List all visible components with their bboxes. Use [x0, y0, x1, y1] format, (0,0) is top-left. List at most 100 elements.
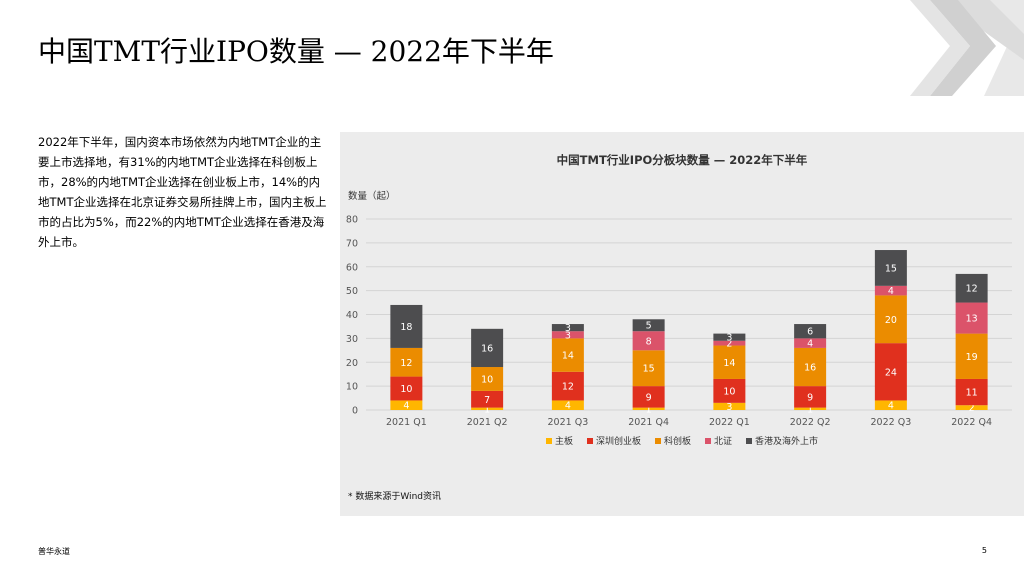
bar-segment	[874, 343, 907, 401]
bar-segment	[390, 304, 423, 348]
data-label: 3	[565, 330, 571, 341]
y-tick-label: 70	[346, 238, 358, 249]
data-label: 1	[807, 404, 813, 415]
bar-segment	[551, 324, 584, 332]
data-label: 8	[646, 336, 652, 347]
data-label: 16	[481, 343, 493, 354]
bar-segment	[471, 390, 504, 408]
data-label: 18	[400, 322, 412, 333]
bar-segment	[632, 407, 665, 410]
chart-title: 中国TMT行业IPO分板块数量 — 2022年下半年	[556, 153, 808, 167]
bar-segment	[632, 319, 665, 332]
bar-segment	[632, 331, 665, 351]
page-title: 中国TMT行业IPO数量 — 2022年下半年	[38, 35, 554, 68]
data-label: 11	[966, 388, 978, 399]
legend-label: 香港及海外上市	[755, 437, 819, 447]
y-tick-label: 40	[346, 310, 358, 321]
legend-item: 主板	[545, 434, 573, 447]
bar-segment	[874, 250, 907, 286]
chart-legend: 主板 深圳创业板 科创板 北证 香港及海外上市	[340, 434, 1024, 447]
data-label: 6	[807, 327, 813, 338]
legend-label: 深圳创业板	[595, 437, 641, 447]
x-tick-label: 2022 Q1	[709, 417, 750, 428]
data-label: 19	[966, 352, 978, 363]
legend-swatch	[654, 437, 661, 444]
x-tick-label: 2021 Q4	[628, 417, 669, 428]
y-tick-label: 50	[346, 286, 358, 297]
bar-segment	[471, 328, 504, 368]
bar-segment	[955, 333, 988, 379]
bar-segment	[551, 371, 584, 401]
data-label: 10	[481, 374, 493, 385]
data-label: 14	[723, 358, 735, 369]
data-label: 15	[643, 364, 655, 375]
data-label: 3	[726, 333, 732, 344]
bar-segment	[874, 295, 907, 344]
bar-segment	[794, 386, 827, 408]
data-label: 24	[885, 367, 897, 378]
x-tick-label: 2021 Q3	[548, 417, 589, 428]
summary-paragraph: 2022年下半年，国内资本市场依然为内地TMT企业的主要上市选择地，有31%的内…	[38, 135, 327, 249]
y-tick-label: 30	[346, 334, 358, 345]
data-label: 20	[885, 315, 897, 326]
data-label: 9	[646, 392, 652, 403]
legend-label: 主板	[554, 437, 573, 447]
data-label: 3	[565, 323, 571, 334]
data-label: 1	[646, 404, 652, 415]
bar-segment	[794, 407, 827, 410]
decorative-chevron-graphic	[910, 0, 1024, 96]
bar-segment	[794, 338, 827, 348]
footnote: * 数据来源于Wind资讯	[348, 492, 441, 502]
brand-name: 普华永道	[38, 547, 70, 556]
data-label: 4	[888, 401, 894, 412]
data-label: 12	[562, 382, 574, 393]
data-label: 12	[400, 358, 412, 369]
bar-segment	[713, 340, 746, 346]
data-label: 2	[969, 403, 975, 414]
page-number: 5	[981, 546, 987, 555]
bar-segment	[874, 400, 907, 410]
bar-segment	[955, 273, 988, 303]
legend-label: 北证	[714, 437, 733, 447]
legend-item: 香港及海外上市	[746, 434, 818, 447]
y-tick-label: 10	[346, 382, 358, 393]
data-label: 12	[966, 284, 978, 295]
bar-segment	[794, 324, 827, 339]
bar-segment	[713, 345, 746, 379]
legend-label: 科创板	[663, 437, 691, 447]
data-label: 9	[807, 392, 813, 403]
y-tick-label: 80	[346, 215, 358, 226]
bar-segment	[551, 338, 584, 372]
bar-segment	[955, 378, 988, 406]
x-tick-label: 2021 Q2	[467, 417, 508, 428]
data-label: 4	[888, 286, 894, 297]
chart-panel: 中国TMT行业IPO分板块数量 — 2022年下半年 数量（起） 0 10 20 30…	[340, 132, 1024, 516]
x-tick-label: 2021 Q1	[386, 417, 427, 428]
legend-swatch	[746, 437, 753, 444]
data-label: 3	[726, 402, 732, 413]
data-label: 14	[562, 351, 574, 362]
data-label: 7	[484, 395, 490, 406]
data-label: 10	[400, 384, 412, 395]
y-tick-label: 60	[346, 262, 358, 273]
bar-segment	[471, 367, 504, 391]
data-label: 13	[966, 314, 978, 325]
data-label: 10	[723, 386, 735, 397]
bar-segment	[955, 405, 988, 410]
legend-item: 深圳创业板	[586, 434, 641, 447]
bar-segment	[390, 400, 423, 410]
bar-segment	[794, 347, 827, 387]
legend-item: 北证	[705, 434, 732, 447]
bar-segment	[551, 400, 584, 410]
data-label: 15	[885, 263, 897, 274]
legend-swatch	[545, 437, 552, 444]
data-label: 4	[403, 401, 409, 412]
data-label: 2	[726, 339, 732, 350]
bar-segment	[390, 376, 423, 401]
bar-segment	[471, 407, 504, 410]
bar-segment	[955, 302, 988, 334]
bar-segment	[874, 285, 907, 296]
y-axis-label: 数量（起）	[348, 191, 396, 202]
x-tick-label: 2022 Q3	[871, 417, 912, 428]
